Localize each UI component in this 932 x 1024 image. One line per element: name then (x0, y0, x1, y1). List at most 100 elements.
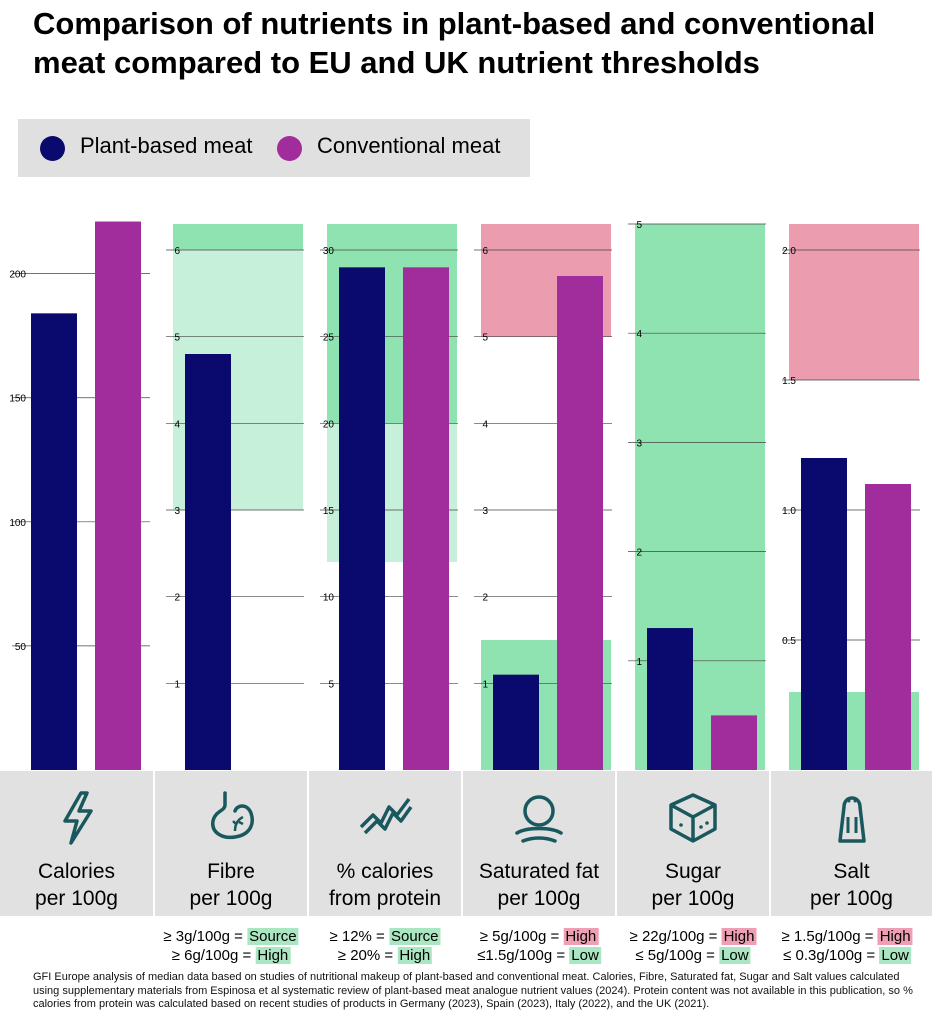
category-label: Fibre per 100g (155, 858, 307, 912)
bar-calories-per-g-plant (31, 313, 77, 770)
threshold-rule: ≥ 5g/100g = (479, 928, 564, 945)
y-tick-label--calories-from-protein: 5 (328, 679, 334, 690)
threshold-tag: High (877, 928, 913, 945)
category-label: Sugar per 100g (617, 858, 769, 912)
bar-sugar-per-g-plant (647, 628, 693, 770)
threshold-note: ≥ 22g/100g = High (630, 927, 757, 947)
bar-salt-per-g-conventional (865, 484, 911, 770)
y-tick-label-saturated-fat-per-g: 1 (482, 679, 488, 690)
threshold-rule: ≤1.5g/100g = (477, 947, 570, 964)
y-tick-label-calories-per-g: 200 (9, 270, 26, 281)
threshold-tag: High (563, 928, 599, 945)
sugar-cube-icon (669, 793, 717, 843)
threshold-rule: ≤ 0.3g/100g = (783, 947, 880, 964)
threshold-note: ≥ 5g/100g = High (480, 927, 599, 947)
category-label: Calories per 100g (0, 858, 153, 912)
y-tick-label--calories-from-protein: 10 (323, 593, 335, 604)
y-tick-label-saturated-fat-per-g: 6 (482, 246, 488, 257)
legend-plant-label: Plant-based meat (80, 133, 253, 158)
salt-shaker-icon (837, 796, 866, 843)
y-tick-label-fibre-per-g: 2 (174, 593, 180, 604)
legend-conventional-label: Conventional meat (317, 133, 501, 158)
category-label-line2: per 100g (35, 887, 118, 910)
threshold-tag: High (255, 947, 291, 964)
stomach-icon (211, 791, 254, 840)
threshold-tag: High (721, 928, 757, 945)
category-cell: Sugar per 100g (617, 771, 769, 916)
category-label-line1: Salt (833, 860, 870, 883)
y-tick-label-sugar-per-g: 5 (636, 220, 642, 231)
category-cell: Saturated fat per 100g (463, 771, 615, 916)
y-tick-label-saturated-fat-per-g: 4 (482, 419, 488, 430)
threshold-tag: Source (389, 928, 441, 945)
category-label-line2: per 100g (497, 887, 581, 910)
threshold-rule: ≥ 12% = (329, 928, 389, 945)
category-label-line2: per 100g (810, 887, 893, 910)
threshold-note: ≥ 6g/100g = High (172, 946, 291, 966)
threshold-rule: ≥ 6g/100g = (171, 947, 256, 964)
threshold-note: ≥ 12% = Source (329, 927, 441, 947)
threshold-rule: ≥ 20% = (337, 947, 398, 964)
y-tick-label-sugar-per-g: 1 (636, 657, 642, 668)
bar-fibre-per-g-plant (185, 354, 231, 770)
y-tick-label-salt-per-g: 0.5 (782, 636, 796, 647)
footnote: GFI Europe analysis of median data based… (33, 971, 913, 1010)
threshold-note: ≤1.5g/100g = Low (477, 946, 601, 966)
bar-sugar-per-g-conventional (711, 715, 757, 770)
threshold-rule: ≥ 1.5g/100g = (781, 928, 878, 945)
threshold-tag: Low (569, 947, 601, 964)
bar--calories-from-protein-plant (339, 267, 385, 770)
lightning-icon (62, 791, 93, 845)
y-tick-label-calories-per-g: 150 (9, 394, 26, 405)
category-cell: Calories per 100g (0, 771, 153, 916)
bar--calories-from-protein-conventional (403, 267, 449, 770)
threshold-note: ≤ 5g/100g = Low (635, 946, 751, 966)
y-tick-label--calories-from-protein: 30 (323, 246, 335, 257)
threshold-rule: ≥ 3g/100g = (163, 928, 248, 945)
y-tick-label--calories-from-protein: 15 (323, 506, 335, 517)
bar-saturated-fat-per-g-conventional (557, 276, 603, 770)
bar-calories-per-g-conventional (95, 221, 141, 770)
y-tick-label-sugar-per-g: 3 (636, 438, 642, 449)
threshold-rule: ≥ 22g/100g = (629, 928, 722, 945)
y-tick-label-salt-per-g: 2.0 (782, 246, 796, 257)
threshold-tag: Low (879, 947, 911, 964)
threshold-band-fibre-per-g-1 (173, 224, 303, 250)
threshold-note: ≥ 3g/100g = Source (163, 927, 299, 947)
y-tick-label-saturated-fat-per-g: 5 (482, 333, 488, 344)
y-tick-label--calories-from-protein: 25 (323, 333, 335, 344)
category-cell: Salt per 100g (771, 771, 932, 916)
category-label: % calories from protein (309, 858, 461, 912)
legend: Plant-based meat Conventional meat (18, 119, 530, 177)
y-tick-label-saturated-fat-per-g: 2 (482, 593, 488, 604)
threshold-band-salt-per-g-0 (789, 224, 919, 380)
category-label-line1: Saturated fat (478, 860, 600, 883)
fat-icon (515, 795, 563, 843)
category-label-line2: from protein (328, 887, 442, 910)
y-tick-label-calories-per-g: 100 (9, 518, 26, 529)
threshold-rule: ≤ 5g/100g = (635, 947, 720, 964)
y-tick-label-sugar-per-g: 4 (636, 329, 642, 340)
threshold-tag: Low (719, 947, 751, 964)
category-label-line2: per 100g (189, 887, 273, 910)
category-label-line1: % calories (336, 860, 434, 883)
threshold-note: ≥ 1.5g/100g = High (781, 927, 913, 947)
legend-plant-marker (40, 136, 65, 161)
y-tick-label-calories-per-g: 50 (15, 642, 27, 653)
y-tick-label-sugar-per-g: 2 (636, 548, 642, 559)
y-tick-label-fibre-per-g: 6 (174, 246, 180, 257)
legend-conventional-marker (277, 136, 302, 161)
y-tick-label-fibre-per-g: 1 (174, 679, 180, 690)
bar-salt-per-g-plant (801, 458, 847, 770)
y-tick-label--calories-from-protein: 20 (323, 419, 335, 430)
y-tick-label-fibre-per-g: 4 (174, 419, 180, 430)
threshold-tag: High (397, 947, 433, 964)
chart-title: Comparison of nutrients in plant-based a… (33, 6, 876, 80)
y-tick-label-saturated-fat-per-g: 3 (482, 506, 488, 517)
category-label-line2: per 100g (651, 887, 735, 910)
category-cell: Fibre per 100g (155, 771, 307, 916)
category-cell: % calories from protein (309, 771, 461, 916)
threshold-note: ≤ 0.3g/100g = Low (783, 946, 911, 966)
category-label: Saturated fat per 100g (463, 858, 615, 912)
